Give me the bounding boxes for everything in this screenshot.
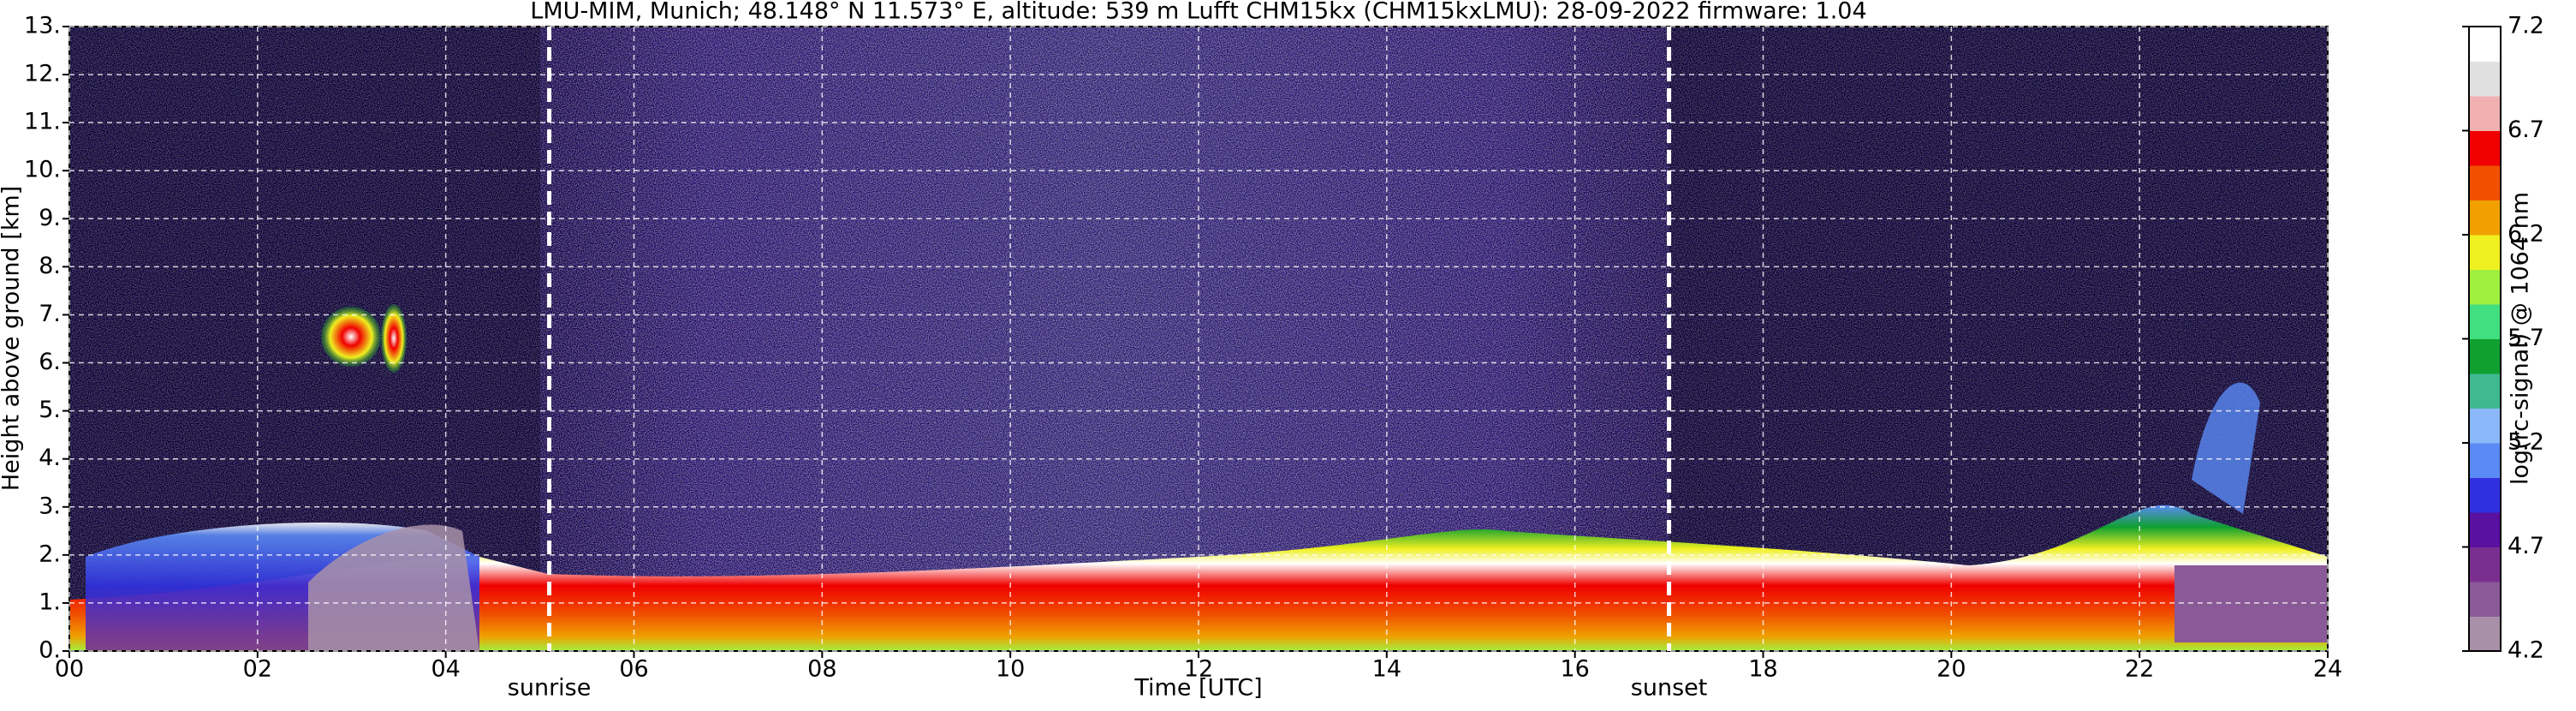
x-tick-label: 20	[1936, 656, 1966, 683]
y-tick-label: 9.	[39, 205, 61, 231]
colorbar-swatch	[2469, 96, 2501, 131]
x-tick-label: 04	[431, 656, 460, 683]
colorbar-tick-label: 5.7	[2508, 325, 2544, 351]
x-tick-label: 06	[619, 656, 648, 683]
x-tick-label: 14	[1372, 656, 1401, 683]
colorbar-swatch	[2469, 27, 2501, 62]
colorbar-swatch	[2469, 338, 2501, 374]
colorbar-swatch	[2469, 373, 2501, 409]
colorbar-swatch	[2469, 200, 2501, 236]
x-tick-label: 08	[807, 656, 836, 683]
colorbar-tick-label: 5.2	[2508, 429, 2544, 456]
annotation-label: sunrise	[508, 675, 592, 702]
y-tick-label: 8.	[39, 253, 61, 279]
colorbar-swatch	[2469, 512, 2501, 547]
colorbar-swatch	[2469, 269, 2501, 305]
y-tick-label: 6.	[39, 349, 61, 375]
colorbar-tick-label: 6.7	[2508, 117, 2544, 143]
colorbar-tick-label: 6.2	[2508, 221, 2544, 248]
colorbar-swatch	[2469, 304, 2501, 339]
y-tick-label: 7.	[39, 301, 61, 327]
x-axis-label: Time [UTC]	[1133, 675, 1262, 702]
colorbar-swatch	[2469, 235, 2501, 270]
colorbar-swatch	[2469, 443, 2501, 478]
y-tick-label: 10.	[24, 157, 61, 183]
chart-title: LMU-MIM, Munich; 48.148° N 11.573° E, al…	[530, 0, 1866, 25]
x-tick-label: 18	[1748, 656, 1777, 683]
y-tick-label: 5.	[39, 397, 61, 423]
x-tick-label: 16	[1560, 656, 1589, 683]
y-tick-label: 12.	[24, 61, 61, 87]
colorbar-tick-label: 7.2	[2508, 13, 2544, 39]
x-tick-label: 22	[2125, 656, 2154, 683]
colorbar-label: log(rc-signal) @ 1064 nm	[2508, 192, 2534, 485]
colorbar-swatch	[2469, 477, 2501, 513]
colorbar-swatch	[2469, 547, 2501, 583]
y-tick-label: 3.	[39, 493, 61, 519]
x-tick-label: 10	[996, 656, 1025, 683]
colorbar-swatch	[2469, 616, 2501, 652]
colorbar-swatch	[2469, 61, 2501, 97]
colorbar-swatch	[2469, 408, 2501, 444]
y-tick-label: 1.	[39, 589, 61, 615]
y-axis-label: Height above ground [km]	[0, 186, 25, 491]
colorbar-swatch	[2469, 130, 2501, 166]
y-tick-label: 11.	[24, 109, 61, 135]
y-tick-label: 0.	[39, 637, 61, 664]
colorbar-swatch	[2469, 582, 2501, 617]
colorbar-tick-label: 4.7	[2508, 533, 2544, 559]
y-tick-label: 4.	[39, 445, 61, 471]
x-tick-label: 12	[1184, 656, 1213, 683]
x-tick-label: 02	[243, 656, 272, 683]
annotation-label: sunset	[1631, 675, 1708, 702]
colorbar-tick-label: 4.2	[2508, 637, 2544, 664]
x-tick-label: 00	[55, 656, 84, 683]
colorbar-swatch	[2469, 165, 2501, 200]
x-tick-label: 24	[2313, 656, 2342, 683]
y-tick-label: 13.	[24, 13, 61, 39]
y-tick-label: 2.	[39, 541, 61, 567]
